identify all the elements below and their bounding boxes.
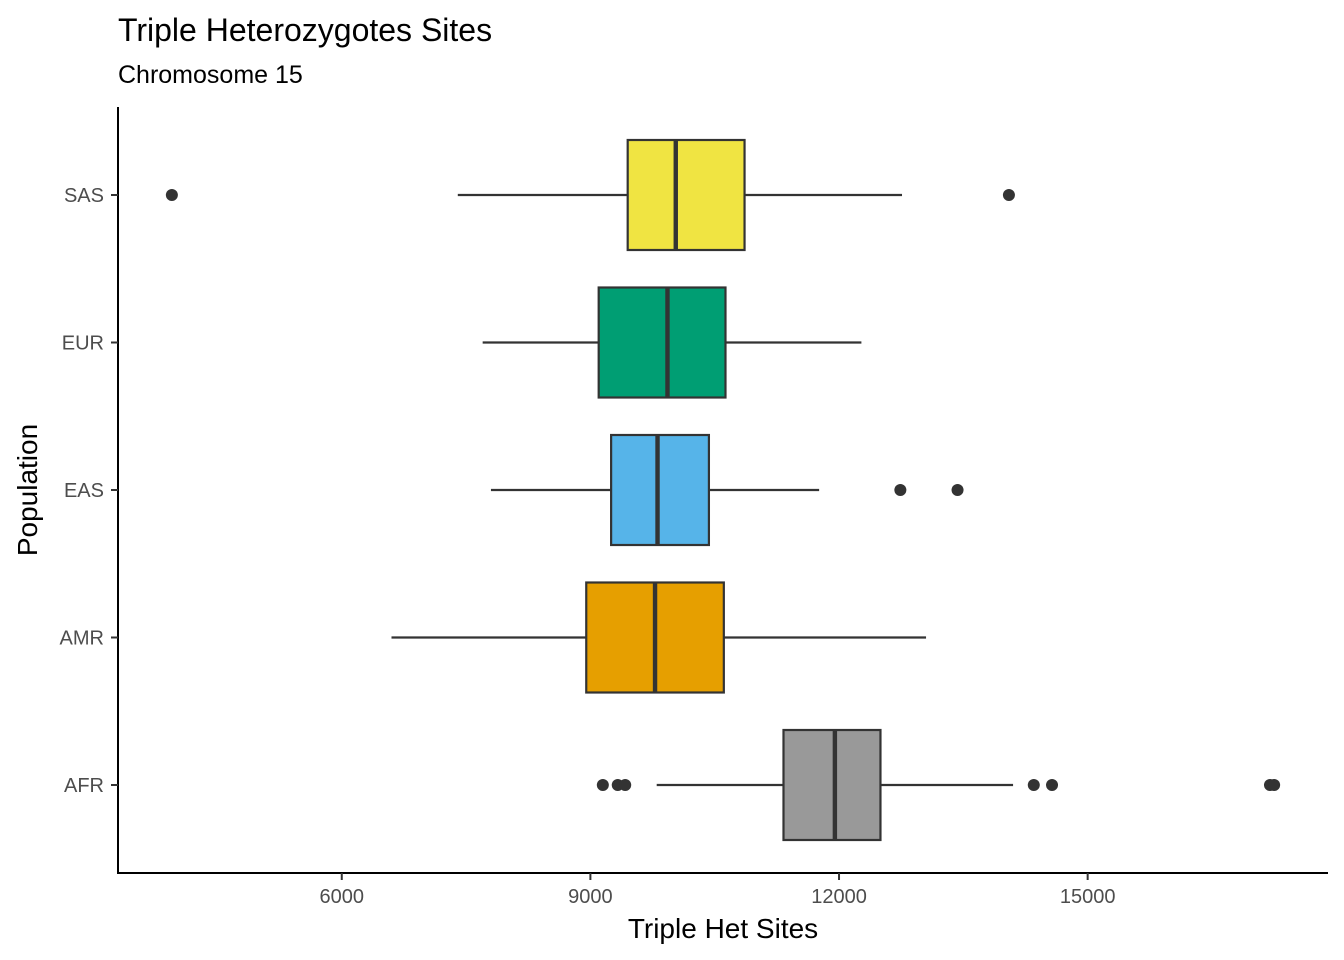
y-tick-label-eas: EAS xyxy=(64,480,104,502)
x-axis-ticks: 6000 9000 12000 15000 xyxy=(320,873,1116,908)
iqr-box-sas xyxy=(626,138,746,252)
y-tick-label-amr: AMR xyxy=(60,628,104,650)
outlier-point-afr-0 xyxy=(596,779,609,791)
iqr-box-eur xyxy=(597,286,727,399)
plot-area xyxy=(165,138,1281,842)
box-amr xyxy=(391,581,927,694)
iqr-box-eas xyxy=(610,433,711,547)
box-afr xyxy=(596,728,1281,842)
x-tick-label-3: 15000 xyxy=(1060,886,1116,908)
y-tick-label-eur: EUR xyxy=(62,333,104,355)
x-tick-label-1: 9000 xyxy=(568,886,613,908)
x-tick-label-2: 12000 xyxy=(811,886,867,908)
iqr-box-afr xyxy=(782,728,882,842)
box-eas xyxy=(490,433,964,547)
y-axis-title: Population xyxy=(12,424,43,556)
chart-subtitle: Chromosome 15 xyxy=(118,61,303,89)
outlier-point-eas-0 xyxy=(894,484,907,496)
box-eur xyxy=(482,286,862,399)
x-axis-title: Triple Het Sites xyxy=(628,913,818,944)
x-tick-label-0: 6000 xyxy=(320,886,365,908)
y-tick-label-sas: SAS xyxy=(64,185,104,207)
outlier-point-afr-6 xyxy=(1268,779,1281,791)
outlier-point-afr-3 xyxy=(1027,779,1040,791)
chart-title: Triple Heterozygotes Sites xyxy=(118,12,492,48)
outlier-point-sas-0 xyxy=(165,189,178,201)
outlier-point-eas-1 xyxy=(951,484,964,496)
box-sas xyxy=(165,138,1015,252)
outlier-point-afr-4 xyxy=(1046,779,1059,791)
y-tick-label-afr: AFR xyxy=(64,775,104,797)
y-axis-ticks: AFR AMR EAS EUR SAS xyxy=(60,185,118,797)
outlier-point-sas-1 xyxy=(1002,189,1015,201)
outlier-point-afr-2 xyxy=(619,779,632,791)
